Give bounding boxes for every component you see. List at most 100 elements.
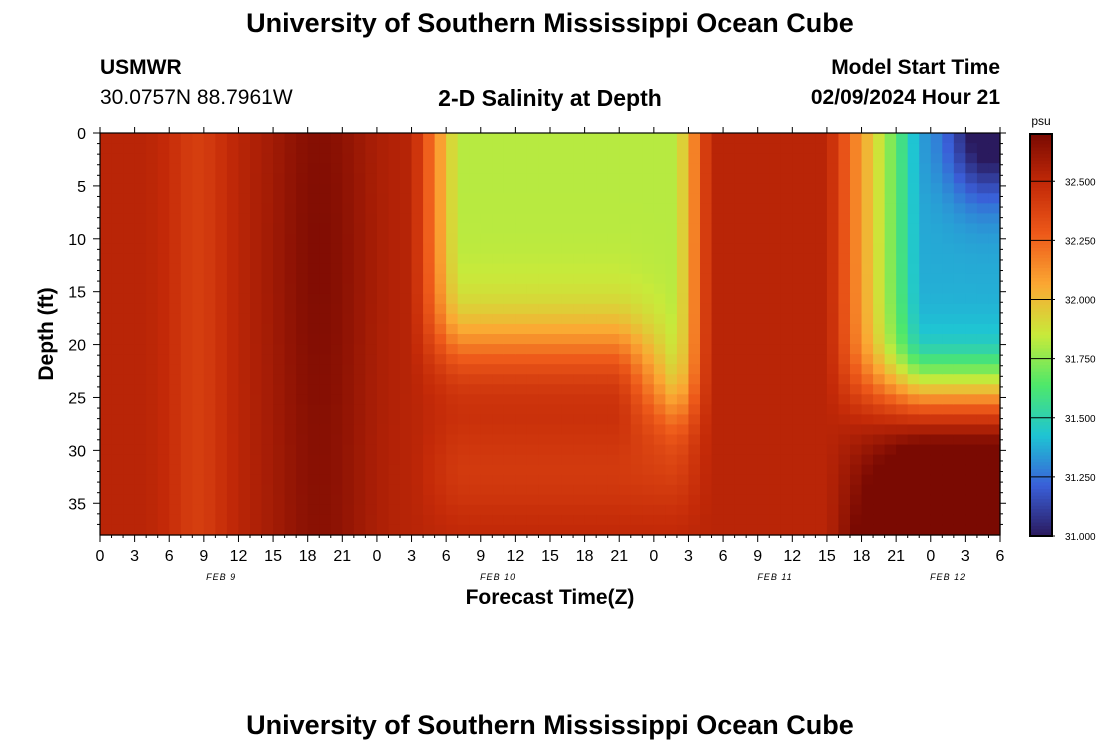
heatmap-cell	[400, 394, 413, 405]
heatmap-cell	[642, 323, 655, 335]
heatmap-cell	[134, 183, 147, 194]
heatmap-cell	[261, 514, 274, 526]
heatmap-cell	[723, 263, 736, 275]
heatmap-cell	[515, 364, 528, 375]
heatmap-cell	[953, 273, 966, 285]
heatmap-cell	[861, 303, 874, 315]
heatmap-cell	[192, 354, 205, 365]
heatmap-cell	[250, 404, 263, 415]
heatmap-cell	[642, 293, 655, 305]
heatmap-cell	[711, 273, 724, 285]
heatmap-cell	[134, 233, 147, 245]
heatmap-cell	[850, 143, 863, 154]
heatmap-cell	[261, 163, 274, 174]
heatmap-cell	[180, 364, 193, 375]
heatmap-cell	[792, 474, 805, 486]
heatmap-cell	[653, 233, 666, 245]
heatmap-cell	[919, 313, 932, 325]
heatmap-cell	[526, 193, 540, 204]
heatmap-cell	[711, 364, 724, 375]
heatmap-cell	[215, 484, 228, 496]
heatmap-cell	[319, 183, 332, 194]
heatmap-cell	[100, 424, 113, 436]
y-tick-label: 25	[68, 390, 86, 407]
heatmap-cell	[642, 434, 655, 446]
heatmap-cell	[157, 394, 170, 405]
heatmap-cell	[330, 223, 343, 235]
colorbar-swatch	[1030, 234, 1052, 239]
heatmap-cell	[273, 414, 286, 426]
heatmap-cell	[965, 484, 978, 496]
heatmap-cell	[503, 143, 516, 154]
heatmap-cell	[642, 243, 655, 255]
colorbar-swatch	[1030, 529, 1052, 534]
heatmap-cell	[492, 494, 505, 506]
heatmap-cell	[226, 504, 240, 516]
heatmap-cell	[561, 354, 574, 365]
heatmap-cell	[146, 313, 159, 325]
heatmap-cell	[873, 414, 886, 426]
heatmap-cell	[203, 374, 216, 385]
heatmap-cell	[873, 293, 886, 305]
heatmap-cell	[400, 444, 413, 456]
heatmap-cell	[826, 424, 840, 436]
heatmap-cell	[769, 163, 782, 174]
heatmap-cell	[515, 434, 528, 446]
heatmap-cell	[700, 344, 713, 355]
heatmap-cell	[953, 524, 966, 536]
heatmap-cell	[596, 474, 609, 486]
heatmap-cell	[400, 253, 413, 265]
heatmap-cell	[723, 223, 736, 235]
heatmap-cell	[296, 273, 309, 285]
colorbar-swatch	[1030, 227, 1052, 232]
heatmap-cell	[388, 414, 401, 426]
heatmap-cell	[815, 313, 828, 325]
heatmap-cell	[157, 444, 170, 456]
heatmap-cell	[596, 283, 609, 295]
heatmap-cell	[388, 494, 401, 506]
heatmap-cell	[376, 364, 390, 375]
colorbar-swatch	[1030, 134, 1052, 138]
heatmap-cell	[826, 233, 840, 245]
heatmap-cell	[342, 434, 355, 446]
heatmap-cell	[838, 474, 851, 486]
heatmap-cell	[815, 273, 828, 285]
heatmap-cell	[226, 253, 240, 265]
heatmap-cell	[953, 153, 966, 164]
heatmap-cell	[134, 424, 147, 436]
heatmap-cell	[711, 444, 724, 456]
heatmap-cell	[630, 384, 643, 395]
heatmap-cell	[930, 514, 943, 526]
heatmap-cell	[711, 313, 724, 325]
heatmap-cell	[284, 243, 297, 255]
heatmap-cell	[400, 404, 413, 415]
heatmap-cell	[815, 524, 828, 536]
heatmap-cell	[469, 213, 482, 225]
heatmap-cell	[273, 394, 286, 405]
heatmap-cell	[596, 173, 609, 184]
salinity-heatmap-chart: 0 3 6 9 12 15 18 21 0 3 6 9 12 15 18 21 0 3 6 9 12 15 18 21 0 3 6F…	[35, 114, 1096, 609]
heatmap-cell	[561, 384, 574, 395]
heatmap-cell	[376, 173, 390, 184]
heatmap-cell	[411, 414, 424, 426]
heatmap-cell	[400, 524, 413, 536]
colorbar-swatch	[1030, 371, 1052, 376]
heatmap-cell	[896, 404, 909, 415]
heatmap-cell	[826, 354, 840, 365]
heatmap-cell	[480, 394, 493, 405]
heatmap-cell	[884, 243, 897, 255]
heatmap-cell	[480, 303, 493, 315]
heatmap-cell	[815, 153, 828, 164]
heatmap-cell	[238, 263, 251, 275]
heatmap-cell	[353, 454, 366, 466]
heatmap-cell	[665, 504, 678, 516]
heatmap-cell	[665, 223, 678, 235]
heatmap-cell	[746, 143, 759, 154]
heatmap-cell	[388, 364, 401, 375]
heatmap-cell	[653, 253, 666, 265]
heatmap-cell	[503, 354, 516, 365]
heatmap-cell	[965, 354, 978, 365]
heatmap-cell	[250, 183, 263, 194]
heatmap-cell	[803, 313, 816, 325]
heatmap-cell	[492, 223, 505, 235]
